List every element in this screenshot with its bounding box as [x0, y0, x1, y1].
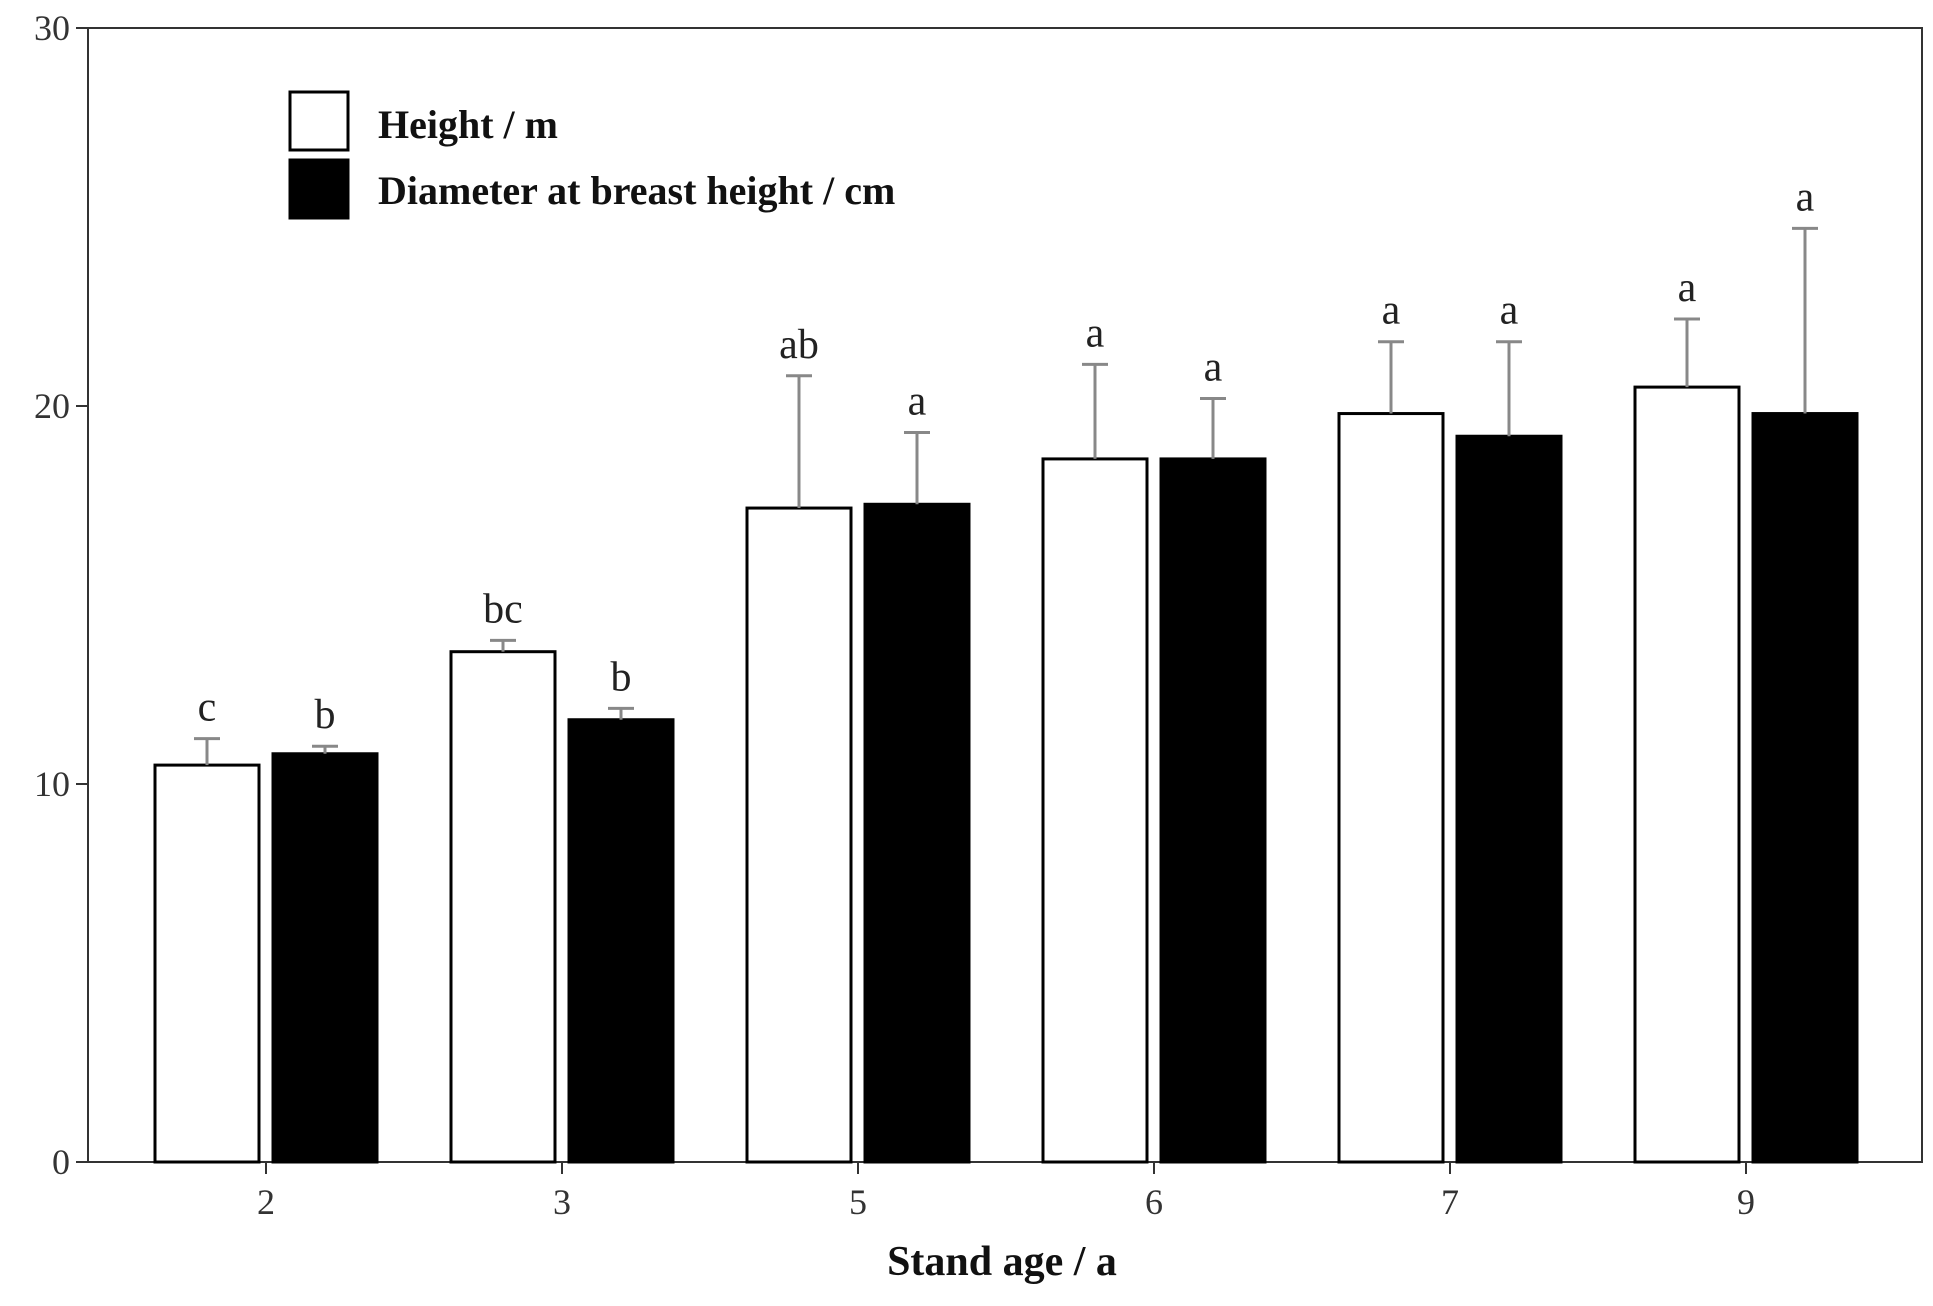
significance-label: c: [198, 685, 217, 731]
x-tick-label: 2: [257, 1182, 275, 1222]
significance-label: ab: [779, 322, 819, 368]
legend-label-height: Height / m: [378, 102, 558, 147]
x-tick-label: 7: [1441, 1182, 1459, 1222]
x-axis-title: Stand age / a: [887, 1239, 1117, 1285]
legend: Height / m Diameter at breast height / c…: [288, 90, 895, 220]
y-axis-ticks: 0 10 20 30: [34, 8, 88, 1182]
legend-swatch-height: [288, 90, 350, 152]
bar-height: [1337, 412, 1445, 1164]
x-tick-label: 3: [553, 1182, 571, 1222]
bar-height: [1041, 457, 1149, 1164]
legend-label-dbh: Diameter at breast height / cm: [378, 168, 895, 213]
significance-label: a: [1796, 174, 1815, 220]
bar-dbh: [1159, 457, 1267, 1164]
significance-labels: c b bc b ab a a a a a a a: [198, 174, 1815, 738]
significance-label: a: [1204, 344, 1223, 390]
bar-dbh: [1751, 412, 1859, 1164]
bar-height: [745, 506, 853, 1164]
significance-label: a: [1382, 288, 1401, 334]
bar-height: [449, 650, 557, 1164]
x-tick-label: 6: [1145, 1182, 1163, 1222]
significance-label: bc: [483, 586, 523, 632]
bars: [153, 385, 1859, 1164]
y-tick-label: 20: [34, 386, 70, 426]
y-tick-label: 10: [34, 764, 70, 804]
significance-label: a: [1086, 310, 1105, 356]
bar-dbh: [1455, 434, 1563, 1164]
axes: [87, 27, 1923, 1163]
bar-height: [153, 763, 261, 1164]
y-tick-label: 30: [34, 8, 70, 48]
x-axis-ticks: 2 3 5 6 7 9: [257, 1162, 1755, 1222]
bar-height: [1633, 385, 1741, 1164]
x-tick-label: 9: [1737, 1182, 1755, 1222]
y-tick-label: 0: [52, 1142, 70, 1182]
significance-label: a: [1678, 265, 1697, 311]
significance-label: a: [1500, 288, 1519, 334]
error-bars: [194, 226, 1818, 766]
plot-frame: [87, 27, 1923, 1163]
significance-label: b: [315, 692, 336, 738]
significance-label: b: [611, 654, 632, 700]
bar-dbh: [863, 502, 971, 1164]
bar-dbh: [567, 718, 675, 1164]
legend-swatch-dbh: [288, 158, 350, 220]
significance-label: a: [908, 378, 927, 424]
bar-dbh: [271, 752, 379, 1164]
x-tick-label: 5: [849, 1182, 867, 1222]
